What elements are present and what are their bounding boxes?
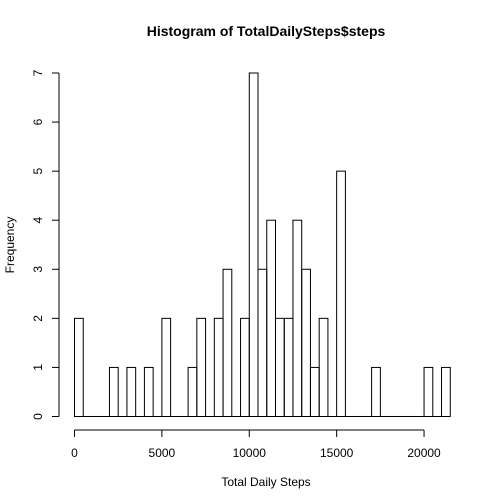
histogram-bar <box>248 72 259 417</box>
y-tick-label: 7 <box>31 69 45 76</box>
y-tick-label: 5 <box>31 167 45 174</box>
histogram-bar <box>423 366 434 417</box>
y-tick-label: 4 <box>31 217 45 224</box>
y-tick-label: 3 <box>31 266 45 273</box>
y-tick-label: 2 <box>31 315 45 322</box>
bars-group <box>74 72 451 418</box>
histogram-bar <box>257 268 268 417</box>
histogram-bar <box>441 366 451 417</box>
histogram-bar <box>283 317 294 418</box>
x-tick-label: 5000 <box>149 446 176 460</box>
y-tick-label: 0 <box>31 413 45 420</box>
histogram-bar <box>292 219 303 417</box>
y-tick-label: 6 <box>31 118 45 125</box>
histogram-bar <box>74 317 84 418</box>
histogram-bar <box>187 366 198 417</box>
y-axis-label: Frequency <box>3 217 17 274</box>
x-tick-label: 10000 <box>233 446 267 460</box>
x-axis: 0 5000 10000 15000 20000 <box>71 429 441 460</box>
histogram-bar <box>318 317 329 418</box>
histogram-bar <box>240 317 250 418</box>
x-axis-label: Total Daily Steps <box>221 475 310 489</box>
histogram-bar <box>222 268 233 417</box>
histogram-bar <box>126 366 137 417</box>
histogram-bar <box>274 317 285 418</box>
x-tick-label: 20000 <box>407 446 441 460</box>
histogram-bar <box>266 219 276 417</box>
x-tick-label: 0 <box>71 446 78 460</box>
histogram-bar <box>301 268 311 417</box>
x-tick-label: 15000 <box>320 446 354 460</box>
histogram-bar <box>336 170 346 417</box>
histogram-bar <box>108 366 119 417</box>
histogram-bar <box>309 366 320 417</box>
chart-title: Histogram of TotalDailySteps$steps <box>147 23 386 39</box>
histogram-bar <box>371 366 381 417</box>
y-tick-label: 1 <box>31 364 45 371</box>
histogram-bar <box>213 317 224 418</box>
y-axis: 0 1 2 3 4 5 6 7 <box>31 69 60 420</box>
histogram-bar <box>161 317 172 418</box>
histogram-bar <box>196 317 207 418</box>
histogram-bar <box>143 366 154 417</box>
